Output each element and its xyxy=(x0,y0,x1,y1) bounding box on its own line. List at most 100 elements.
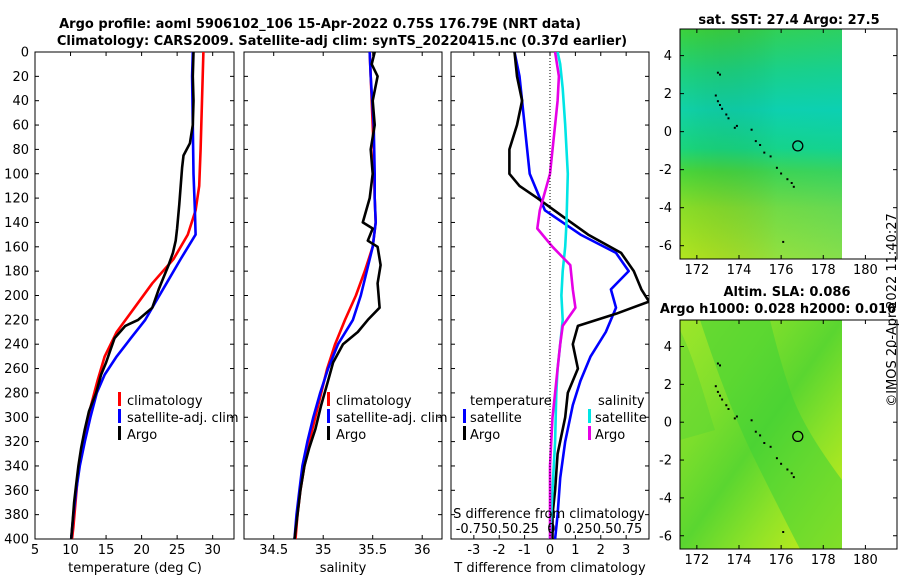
series-line-t-satellite xyxy=(513,52,631,539)
island-dot xyxy=(790,472,793,475)
island-dot xyxy=(721,107,724,110)
salinity-legend: climatology satellite-adj. clim Argo xyxy=(327,392,448,443)
island-dot xyxy=(733,126,736,129)
lat-tick-label: 0 xyxy=(664,416,672,431)
sst-coastline xyxy=(714,71,795,243)
series-line-argo xyxy=(293,52,382,539)
lon-tick-label: 174 xyxy=(727,263,752,278)
legend-label-t-argo: Argo xyxy=(470,428,500,443)
depth-axis: 0 20 40 60 80 100 120 140 160 180 200 220 240 260 280 3… xyxy=(4,46,649,548)
sst-map: 172 174 176 178 180 4 2 0 -2 -4 -6 xyxy=(659,28,898,278)
depth-tick-label: 140 xyxy=(4,216,29,231)
island-dot xyxy=(719,104,721,106)
island-dot xyxy=(759,434,762,437)
x-tick-label: 0 xyxy=(546,543,554,558)
difference-series xyxy=(508,52,649,539)
island-dot xyxy=(725,404,728,407)
island-dot xyxy=(763,151,766,154)
legend-label-argo: Argo xyxy=(336,428,366,443)
lon-tick-label: 180 xyxy=(853,263,878,278)
depth-tick-label: 400 xyxy=(4,533,29,548)
island-dot xyxy=(769,445,772,448)
island-dot xyxy=(786,468,789,471)
x-tick-label: 15 xyxy=(98,543,115,558)
depth-tick-label: 0 xyxy=(21,46,29,61)
island-dot xyxy=(716,100,719,103)
island-dot xyxy=(782,240,785,243)
series-line-argo xyxy=(69,52,195,539)
difference-xlabel: T difference from climatology xyxy=(453,561,646,576)
sst-map-title: sat. SST: 27.4 Argo: 27.5 xyxy=(698,13,879,28)
sst-no-data-region xyxy=(842,29,897,259)
legend-label-t-satellite: satellite xyxy=(470,411,522,426)
x-tick-label: 5 xyxy=(31,543,39,558)
argo-location-marker xyxy=(792,430,804,443)
island-dot xyxy=(775,166,778,169)
lat-tick-label: -6 xyxy=(659,529,672,544)
island-dot xyxy=(716,390,719,393)
x-tick-label: -2 xyxy=(493,543,506,558)
legend-label-argo: Argo xyxy=(127,428,157,443)
temperature-x-axis: 5 10 15 20 25 30 xyxy=(31,52,221,558)
island-dot xyxy=(754,140,757,143)
depth-tick-label: 380 xyxy=(4,508,29,523)
depth-tick-label: 220 xyxy=(4,313,29,328)
lon-tick-label: 178 xyxy=(811,263,836,278)
island-dot xyxy=(790,182,793,184)
island-dot xyxy=(733,417,736,420)
x-tick-label: 30 xyxy=(204,543,221,558)
island-dot xyxy=(719,73,721,76)
temperature-series xyxy=(69,52,205,539)
sla-map-title2: Argo h1000: 0.028 h2000: 0.016 xyxy=(660,302,896,317)
island-dot xyxy=(735,415,738,418)
legend-title-salinity: salinity xyxy=(598,394,645,409)
argo-location-marker xyxy=(792,140,804,152)
island-dot xyxy=(727,117,730,120)
island-dot xyxy=(759,144,762,146)
x-tick-label: -1 xyxy=(518,543,531,558)
island-dot xyxy=(763,442,766,444)
salinity-axes xyxy=(243,51,443,540)
island-dot xyxy=(725,113,728,116)
sst-map-axes: 172 174 176 178 180 4 2 0 -2 -4 -6 xyxy=(659,29,897,278)
depth-tick-label: 340 xyxy=(4,459,29,474)
island-dot xyxy=(727,408,730,410)
depth-tick-label: 120 xyxy=(4,192,29,207)
island-dot xyxy=(714,385,717,388)
series-line-climatology xyxy=(294,52,378,539)
series-line-satellite-adj-clim xyxy=(293,52,378,539)
legend-swatch-s-argo xyxy=(588,426,591,440)
salinity-xlabel: salinity xyxy=(320,561,367,576)
sla-map-axes: 172 174 176 178 180 4 2 0 -2 -4 -6 xyxy=(659,320,897,568)
lon-tick-label: 180 xyxy=(853,553,878,568)
s-difference-label: S difference from climatology xyxy=(453,507,645,522)
depth-tick-label: 80 xyxy=(12,143,29,158)
legend-swatch-satellite xyxy=(118,409,121,423)
depth-tick-label: 180 xyxy=(4,265,29,280)
depth-tick-label: 20 xyxy=(12,70,29,85)
island-dot xyxy=(780,172,783,175)
series-line-s-satellite xyxy=(548,52,570,539)
legend-label-satellite: satellite-adj. clim xyxy=(127,411,239,426)
island-dot xyxy=(786,178,789,181)
x-tick-label: 20 xyxy=(133,543,150,558)
figure-title-line1: Argo profile: aoml 5906102_106 15-Apr-20… xyxy=(59,17,581,32)
depth-tick-label: 100 xyxy=(4,167,29,182)
legend-swatch-satellite xyxy=(327,409,330,423)
depth-tick-label: 200 xyxy=(4,289,29,304)
sla-coastline xyxy=(714,362,795,533)
depth-tick-label: 320 xyxy=(4,435,29,450)
island-dot xyxy=(792,185,795,188)
series-line-satellite-adj-clim xyxy=(69,52,197,539)
difference-x-axis: -3 -2 -1 0 1 2 3 xyxy=(467,52,630,558)
legend-swatch-t-argo xyxy=(463,426,466,440)
depth-tick-label: 280 xyxy=(4,386,29,401)
x-tick-label: 2 xyxy=(597,543,605,558)
s-difference-ticks: -0.750.50.25 0 0.250.50.75 xyxy=(456,522,643,537)
island-dot xyxy=(716,71,719,74)
legend-swatch-s-satellite xyxy=(588,409,591,423)
lon-tick-label: 172 xyxy=(684,553,709,568)
lat-tick-label: 4 xyxy=(664,340,672,355)
island-dot xyxy=(769,155,772,158)
